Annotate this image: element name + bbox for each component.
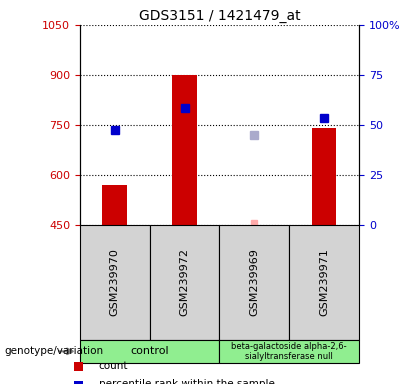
Text: GSM239971: GSM239971 <box>319 248 329 316</box>
Text: GSM239970: GSM239970 <box>110 248 120 316</box>
Title: GDS3151 / 1421479_at: GDS3151 / 1421479_at <box>139 8 300 23</box>
Bar <box>312 128 336 225</box>
Text: GSM239969: GSM239969 <box>249 248 260 316</box>
Text: control: control <box>130 346 169 356</box>
Bar <box>172 75 197 225</box>
Text: beta-galactoside alpha-2,6-
sialyltransferase null: beta-galactoside alpha-2,6- sialyltransf… <box>231 342 347 361</box>
Bar <box>102 185 127 225</box>
Text: genotype/variation: genotype/variation <box>4 346 103 356</box>
Text: GSM239972: GSM239972 <box>179 248 189 316</box>
Text: count: count <box>99 361 128 371</box>
Text: percentile rank within the sample: percentile rank within the sample <box>99 379 275 384</box>
